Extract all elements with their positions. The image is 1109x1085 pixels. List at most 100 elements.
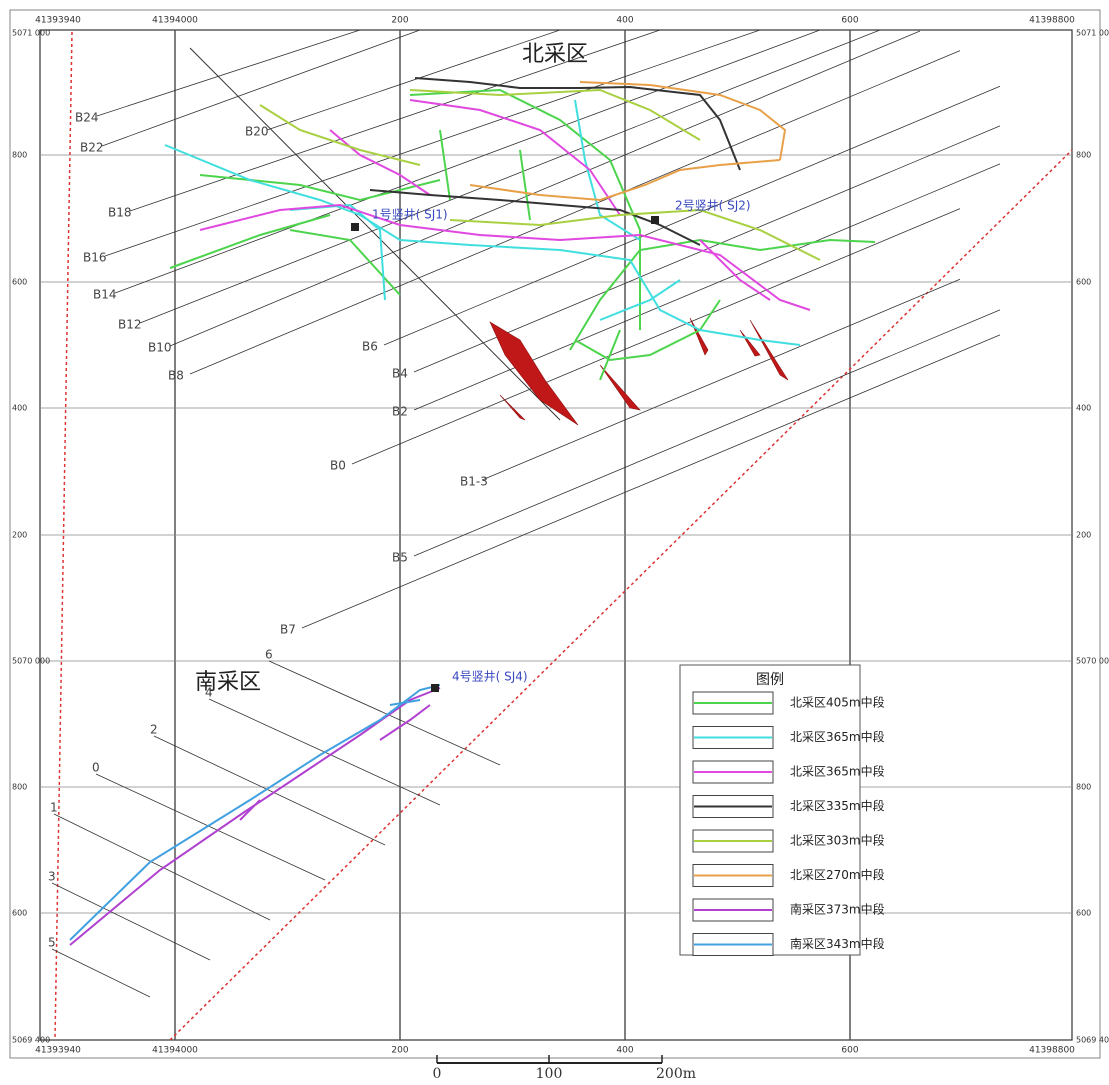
exploration-label: 0	[92, 761, 100, 775]
exploration-label: B14	[93, 288, 117, 302]
exploration-label: B18	[108, 206, 132, 220]
exploration-line	[413, 163, 1001, 411]
left-coord: 5069 400	[12, 1036, 50, 1045]
exploration-label: B16	[83, 251, 107, 265]
ore-body	[489, 321, 579, 426]
tunnel	[574, 99, 641, 241]
exploration-line	[268, 660, 501, 766]
tunnel	[574, 299, 721, 362]
right-coord: 5069 400	[1076, 1036, 1109, 1045]
area-name: 南采区	[195, 670, 261, 695]
tunnel	[599, 279, 681, 321]
left-coord: 5071 000	[12, 29, 50, 38]
boundary-line	[169, 149, 1073, 1041]
exploration-line	[53, 813, 271, 921]
exploration-label: B22	[80, 141, 104, 155]
right-coord: 800	[1076, 783, 1091, 792]
exploration-label: 2	[150, 723, 158, 737]
exploration-label: B10	[148, 341, 172, 355]
top-coord: 200	[391, 16, 408, 26]
tunnel	[699, 239, 771, 301]
exploration-label: 1	[50, 801, 58, 815]
exploration-line	[266, 29, 561, 131]
exploration-label: 5	[48, 936, 56, 950]
legend-title: 图例	[756, 672, 784, 688]
right-coord: 600	[1076, 909, 1091, 918]
area-name: 北采区	[522, 42, 588, 67]
tunnel	[409, 99, 621, 216]
exploration-label: B1-3	[460, 475, 488, 489]
exploration-label: B5	[392, 551, 408, 565]
left-coord: 5070 000	[12, 657, 50, 666]
exploration-line	[481, 278, 961, 481]
legend-label: 北采区365m中段	[790, 729, 885, 744]
bottom-coord: 41393940	[35, 1046, 81, 1056]
tunnel	[519, 149, 531, 221]
left-coord: 400	[12, 404, 27, 413]
legend-label: 南采区373m中段	[790, 902, 885, 917]
exploration-line	[351, 208, 961, 465]
exploration-label: B6	[362, 340, 378, 354]
tunnel	[369, 189, 701, 246]
tunnel	[164, 144, 801, 346]
exploration-line	[96, 29, 361, 117]
tunnel	[449, 208, 821, 261]
top-coord: 41393940	[35, 16, 81, 26]
exploration-line	[153, 735, 386, 846]
exploration-line	[95, 773, 326, 881]
left-coord: 800	[12, 783, 27, 792]
exploration-label: 6	[265, 648, 273, 662]
exploration-line	[383, 85, 1001, 346]
tunnel	[69, 687, 441, 946]
exploration-label: 3	[48, 870, 56, 884]
tunnel	[579, 81, 787, 161]
legend-label: 北采区365m中段	[790, 764, 885, 779]
exploration-line	[51, 948, 151, 998]
exploration-line	[51, 882, 211, 961]
exploration-line	[301, 334, 1001, 629]
bottom-coord: 41398800	[1029, 1046, 1075, 1056]
exploration-label: B8	[168, 369, 184, 383]
tunnel	[239, 799, 261, 821]
tunnel	[329, 129, 431, 196]
scale-label: 200m	[656, 1066, 696, 1081]
bottom-coord: 600	[841, 1046, 858, 1056]
tunnel	[414, 77, 741, 171]
exploration-line	[189, 50, 961, 375]
exploration-label: B0	[330, 459, 346, 473]
tunnel	[599, 329, 621, 381]
exploration-label: 4	[205, 686, 213, 700]
ore-body	[499, 394, 526, 421]
shaft	[351, 223, 359, 231]
right-coord: 200	[1076, 531, 1091, 540]
exploration-line	[413, 125, 1001, 373]
exploration-line	[413, 309, 1001, 557]
shaft-label: 4号竖井( SJ4)	[452, 670, 528, 684]
tunnel	[169, 214, 331, 269]
bottom-coord: 41394000	[152, 1046, 198, 1056]
legend-label: 北采区335m中段	[790, 798, 885, 813]
shaft-label: 2号竖井( SJ2)	[675, 199, 751, 213]
scale-label: 0	[433, 1066, 442, 1081]
boundary-line	[54, 31, 73, 1041]
left-coord: 200	[12, 531, 27, 540]
exploration-line	[101, 29, 421, 147]
exploration-line	[104, 29, 761, 257]
tunnel	[199, 203, 811, 311]
legend-label: 北采区405m中段	[790, 695, 885, 710]
ore-body	[599, 364, 641, 411]
right-coord: 5071 000	[1076, 29, 1109, 38]
ore-body	[749, 319, 789, 381]
tunnel	[409, 88, 701, 141]
tunnel	[259, 104, 421, 166]
shaft	[651, 216, 659, 224]
outer-frame	[9, 9, 1101, 1059]
left-coord: 600	[12, 278, 27, 287]
exploration-label: B4	[392, 367, 408, 381]
tunnel	[379, 704, 431, 741]
top-coord: 41398800	[1029, 16, 1075, 26]
exploration-label: B20	[245, 125, 269, 139]
exploration-line	[114, 29, 821, 294]
legend-label: 北采区270m中段	[790, 867, 885, 882]
tunnel	[439, 129, 451, 201]
